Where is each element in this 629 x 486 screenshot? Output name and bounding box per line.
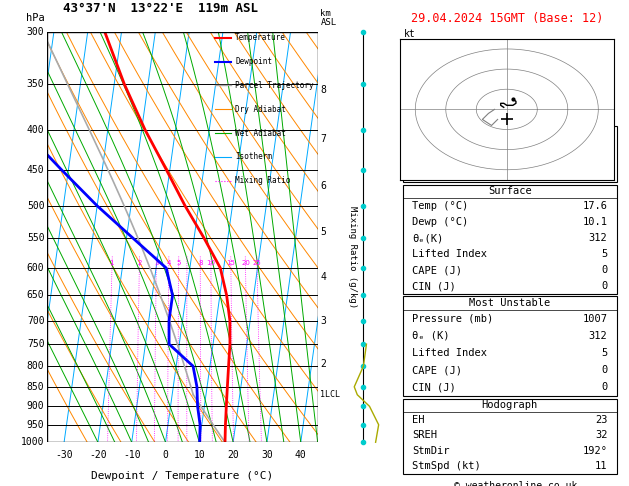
Text: Dewp (°C): Dewp (°C) (412, 217, 469, 227)
Text: Isotherm: Isotherm (235, 152, 272, 161)
Text: CIN (J): CIN (J) (412, 281, 456, 291)
Text: 10.1: 10.1 (582, 217, 608, 227)
Text: 850: 850 (27, 382, 45, 392)
Text: 1007: 1007 (582, 313, 608, 324)
Text: Lifted Index: Lifted Index (412, 249, 487, 259)
Text: Surface: Surface (488, 187, 532, 196)
Text: 350: 350 (27, 79, 45, 89)
Text: -30: -30 (55, 451, 73, 460)
Text: 8: 8 (198, 260, 203, 266)
Text: 0: 0 (601, 265, 608, 275)
Text: θₑ(K): θₑ(K) (412, 233, 443, 243)
Text: 300: 300 (27, 27, 45, 36)
Text: Dewpoint: Dewpoint (235, 57, 272, 66)
Text: Temperature: Temperature (235, 33, 286, 42)
Text: 10: 10 (206, 260, 215, 266)
Text: 40: 40 (295, 451, 306, 460)
Text: 400: 400 (27, 125, 45, 135)
Text: Pressure (mb): Pressure (mb) (412, 313, 494, 324)
Text: 1LCL: 1LCL (320, 390, 340, 399)
Text: 6: 6 (320, 181, 326, 191)
Text: 4: 4 (601, 131, 608, 140)
Text: 312: 312 (589, 233, 608, 243)
Text: 39: 39 (595, 149, 608, 159)
Text: Hodograph: Hodograph (482, 400, 538, 410)
Text: 29.04.2024 15GMT (Base: 12): 29.04.2024 15GMT (Base: 12) (411, 12, 603, 25)
Text: 10: 10 (194, 451, 205, 460)
Text: 23: 23 (595, 415, 608, 425)
Text: 900: 900 (27, 401, 45, 411)
Text: 700: 700 (27, 315, 45, 326)
Text: 2: 2 (137, 260, 142, 266)
Text: θₑ (K): θₑ (K) (412, 331, 450, 341)
Text: Totals Totals: Totals Totals (412, 149, 494, 159)
Text: 312: 312 (589, 331, 608, 341)
Text: kt: kt (404, 29, 416, 39)
Text: hPa: hPa (26, 14, 45, 23)
FancyBboxPatch shape (403, 399, 616, 474)
Text: 7: 7 (320, 134, 326, 144)
Text: 0: 0 (601, 382, 608, 393)
Text: 650: 650 (27, 290, 45, 300)
Text: 4: 4 (167, 260, 171, 266)
FancyBboxPatch shape (403, 126, 616, 182)
Text: 5: 5 (177, 260, 181, 266)
Text: Temp (°C): Temp (°C) (412, 201, 469, 211)
Text: 5: 5 (320, 227, 326, 237)
Text: -10: -10 (123, 451, 140, 460)
Text: CAPE (J): CAPE (J) (412, 265, 462, 275)
Text: km
ASL: km ASL (320, 9, 337, 28)
Text: 800: 800 (27, 361, 45, 371)
Text: 30: 30 (261, 451, 273, 460)
Text: 600: 600 (27, 263, 45, 273)
Text: Lifted Index: Lifted Index (412, 348, 487, 358)
Text: Mixing Ratio: Mixing Ratio (235, 176, 291, 185)
Text: Dry Adiabat: Dry Adiabat (235, 104, 286, 114)
Text: 4: 4 (320, 272, 326, 282)
Text: © weatheronline.co.uk: © weatheronline.co.uk (454, 481, 577, 486)
FancyBboxPatch shape (403, 185, 616, 294)
Text: 0: 0 (162, 451, 169, 460)
Text: Mixing Ratio (g/kg): Mixing Ratio (g/kg) (348, 207, 357, 309)
Text: 20: 20 (241, 260, 250, 266)
Text: CAPE (J): CAPE (J) (412, 365, 462, 375)
Text: StmSpd (kt): StmSpd (kt) (412, 461, 481, 471)
Text: -20: -20 (89, 451, 107, 460)
Text: 17.6: 17.6 (582, 201, 608, 211)
Text: 3: 3 (320, 316, 326, 326)
Text: 25: 25 (253, 260, 262, 266)
Text: Parcel Trajectory: Parcel Trajectory (235, 81, 314, 90)
Text: CIN (J): CIN (J) (412, 382, 456, 393)
Text: 0: 0 (601, 281, 608, 291)
Text: 500: 500 (27, 201, 45, 211)
Text: 0: 0 (601, 365, 608, 375)
Text: 5: 5 (601, 348, 608, 358)
Text: K: K (412, 131, 418, 140)
Text: 2: 2 (320, 359, 326, 369)
Text: 5: 5 (601, 249, 608, 259)
Text: 32: 32 (595, 430, 608, 440)
Text: 3: 3 (154, 260, 159, 266)
Text: PW (cm): PW (cm) (412, 168, 456, 178)
Text: 8: 8 (320, 85, 326, 95)
Text: 1.41: 1.41 (582, 168, 608, 178)
Text: 950: 950 (27, 420, 45, 430)
Text: Dewpoint / Temperature (°C): Dewpoint / Temperature (°C) (91, 471, 274, 481)
Text: Most Unstable: Most Unstable (469, 298, 550, 308)
FancyBboxPatch shape (403, 296, 616, 396)
Text: 20: 20 (227, 451, 239, 460)
Text: 1: 1 (109, 260, 114, 266)
Text: 15: 15 (226, 260, 235, 266)
Text: 192°: 192° (582, 446, 608, 456)
Text: 550: 550 (27, 233, 45, 243)
Text: SREH: SREH (412, 430, 437, 440)
Text: 1000: 1000 (21, 437, 45, 447)
Text: 750: 750 (27, 339, 45, 349)
Text: EH: EH (412, 415, 425, 425)
Text: 43°37'N  13°22'E  119m ASL: 43°37'N 13°22'E 119m ASL (64, 2, 259, 15)
Text: StmDir: StmDir (412, 446, 450, 456)
Text: Wet Adiabat: Wet Adiabat (235, 128, 286, 138)
Text: 450: 450 (27, 165, 45, 175)
Text: 11: 11 (595, 461, 608, 471)
